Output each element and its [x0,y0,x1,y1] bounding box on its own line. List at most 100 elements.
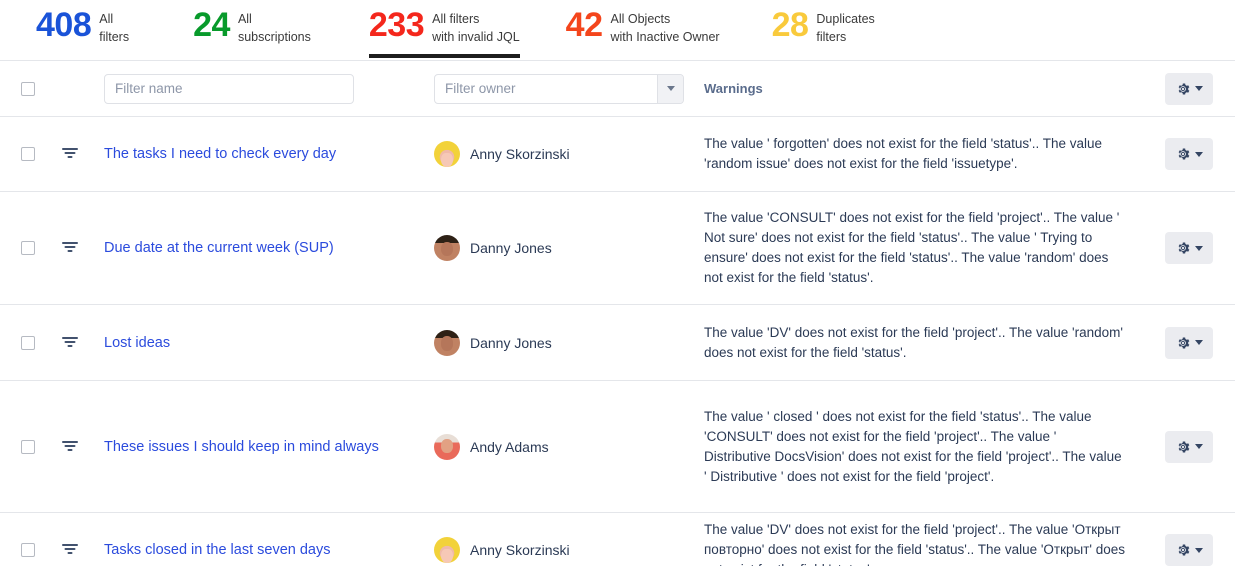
warning-text: The value 'CONSULT' does not exist for t… [704,210,1120,285]
gear-icon [1178,544,1189,556]
filter-name-cell: These issues I should keep in mind alway… [84,437,434,457]
funnel-icon[interactable] [62,241,78,255]
row-checkbox[interactable] [21,335,35,350]
filter-name-cell: Lost ideas [84,333,434,353]
gear-icon [1178,440,1189,453]
stat-tab-duplicates[interactable]: 28 Duplicates filters [772,6,875,58]
chevron-down-icon [1194,547,1203,553]
stat-label: All filters [99,12,130,44]
row-select-cell [0,241,56,255]
table-row[interactable]: Due date at the current week (SUP) Danny… [0,192,1235,305]
row-select-cell [0,147,56,161]
chevron-down-icon[interactable] [657,74,683,103]
row-settings-button[interactable] [1165,326,1213,359]
stat-tab-inactive-owner[interactable]: 42 All Objects with Inactive Owner [566,6,720,58]
row-checkbox[interactable] [21,439,35,454]
avatar [434,141,460,167]
funnel-icon[interactable] [62,147,78,161]
filter-owner-cell: Anny Skorzinski [434,141,704,167]
funnel-icon[interactable] [62,336,78,350]
row-select-cell [0,543,56,557]
row-select-cell [0,335,56,350]
row-actions-cell [1143,430,1235,463]
gear-icon [1178,148,1189,160]
row-actions-cell [1143,534,1235,566]
warning-text: The value ' forgotten' does not exist fo… [704,136,1103,171]
warning-text: The value 'DV' does not exist for the fi… [704,522,1126,566]
row-filter-icon-cell [56,543,84,557]
funnel-icon[interactable] [62,543,78,557]
filter-owner-select[interactable] [434,73,684,104]
chevron-down-icon [1194,86,1203,91]
row-settings-button[interactable] [1165,430,1213,463]
gear-icon [1178,242,1189,254]
select-all-cell [0,81,56,96]
warnings-column-header: Warnings [704,80,763,96]
row-actions-cell [1143,232,1235,264]
stat-tab-all-filters[interactable]: 408 All filters [36,6,129,58]
row-settings-button[interactable] [1165,138,1213,170]
stat-tab-all-subscriptions[interactable]: 24 All subscriptions [193,6,311,58]
stats-header: 408 All filters 24 All subscriptions 233… [0,0,1235,61]
filter-owner-cell: Andy Adams [434,433,704,460]
owner-name: Anny Skorzinski [470,542,570,558]
row-filter-icon-cell [56,241,84,255]
chevron-down-icon [1194,245,1203,251]
gear-icon [1178,82,1189,95]
owner-name: Danny Jones [470,334,552,351]
filter-owner-cell: Danny Jones [434,329,704,356]
header-actions-cell [1143,72,1235,105]
row-actions-cell [1143,326,1235,359]
filter-name-link[interactable]: Tasks closed in the last seven days [104,542,331,558]
filter-name-link[interactable]: Due date at the current week (SUP) [104,240,334,256]
stat-label: All Objects with Inactive Owner [610,12,720,44]
filter-name-link[interactable]: The tasks I need to check every day [104,146,337,162]
filter-owner-input[interactable] [434,73,684,104]
filter-name-cell: Tasks closed in the last seven days [84,540,434,560]
stat-number: 408 [36,6,92,44]
funnel-icon[interactable] [62,440,78,454]
owner-name: Anny Skorzinski [470,146,570,162]
warning-cell: The value 'DV' does not exist for the fi… [704,323,1143,363]
select-all-checkbox[interactable] [21,81,35,96]
owner-filter-cell [434,73,704,104]
stat-tab-invalid-jql[interactable]: 233 All filters with invalid JQL [368,6,520,58]
avatar [434,329,460,356]
chevron-down-icon [1194,340,1203,345]
stat-number: 28 [771,6,809,44]
filter-name-link[interactable]: Lost ideas [104,334,171,351]
owner-name: Danny Jones [470,240,552,256]
table-row[interactable]: Lost ideas Danny Jones The value 'DV' do… [0,305,1235,381]
name-filter-cell [84,73,434,104]
avatar [434,537,460,563]
row-settings-button[interactable] [1165,534,1213,566]
avatar [434,235,460,261]
row-checkbox[interactable] [21,543,35,557]
row-actions-cell [1143,138,1235,170]
warning-cell: The value ' closed ' does not exist for … [704,407,1143,487]
table-settings-button[interactable] [1165,72,1213,105]
warning-text: The value ' closed ' does not exist for … [704,408,1122,484]
row-checkbox[interactable] [21,147,35,161]
filter-name-input[interactable] [104,73,354,104]
filter-name-link[interactable]: These issues I should keep in mind alway… [104,438,379,455]
table-row[interactable]: These issues I should keep in mind alway… [0,381,1235,513]
warning-text: The value 'DV' does not exist for the fi… [704,324,1123,360]
chevron-down-icon [1194,444,1203,449]
row-filter-icon-cell [56,147,84,161]
stat-number: 42 [565,6,603,44]
warning-cell: The value 'DV' does not exist for the fi… [704,520,1143,566]
warning-cell: The value 'CONSULT' does not exist for t… [704,208,1143,288]
warning-cell: The value ' forgotten' does not exist fo… [704,134,1143,174]
row-checkbox[interactable] [21,241,35,255]
filters-table: Warnings The tasks I need to check every… [0,61,1235,566]
stat-label: All filters with invalid JQL [432,12,520,44]
table-row[interactable]: Tasks closed in the last seven days Anny… [0,513,1235,566]
table-row[interactable]: The tasks I need to check every day Anny… [0,117,1235,192]
filter-name-cell: The tasks I need to check every day [84,144,434,164]
table-filter-row: Warnings [0,61,1235,117]
filter-owner-cell: Danny Jones [434,235,704,261]
row-filter-icon-cell [56,440,84,454]
filter-name-cell: Due date at the current week (SUP) [84,238,434,258]
row-settings-button[interactable] [1165,232,1213,264]
